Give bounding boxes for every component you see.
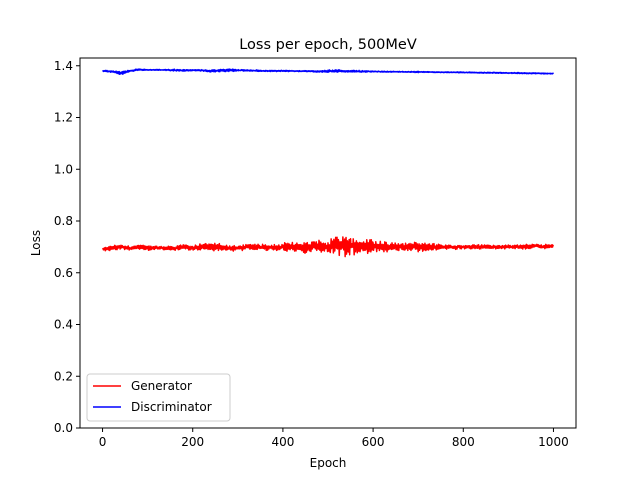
x-axis-label: Epoch bbox=[310, 456, 347, 470]
y-tick-label: 0.4 bbox=[54, 318, 73, 332]
x-tick-label: 800 bbox=[452, 435, 475, 449]
y-tick-label: 1.0 bbox=[54, 162, 73, 176]
series-line-discriminator bbox=[102, 68, 555, 75]
y-tick-label: 0.0 bbox=[54, 421, 73, 435]
x-tick-label: 0 bbox=[99, 435, 107, 449]
plot-area bbox=[101, 68, 555, 258]
y-tick-label: 1.4 bbox=[54, 59, 73, 73]
x-tick-label: 400 bbox=[271, 435, 294, 449]
series-line-generator bbox=[101, 236, 555, 258]
legend-label-generator: Generator bbox=[131, 379, 192, 393]
y-tick-label: 0.6 bbox=[54, 266, 73, 280]
x-axis-ticks: 0 200 400 600 800 1000 bbox=[99, 428, 569, 449]
legend-label-discriminator: Discriminator bbox=[131, 400, 212, 414]
y-tick-label: 0.8 bbox=[54, 214, 73, 228]
legend-box bbox=[86, 373, 231, 422]
axes-frame bbox=[79, 57, 577, 429]
y-axis-label: Loss bbox=[29, 230, 43, 256]
y-tick-label: 0.2 bbox=[54, 369, 73, 383]
y-tick-label: 1.2 bbox=[54, 111, 73, 125]
legend: Generator Discriminator bbox=[86, 373, 231, 422]
y-axis-ticks: 0.0 0.2 0.4 0.6 0.8 1.0 1.2 1.4 bbox=[54, 59, 80, 435]
x-tick-label: 600 bbox=[362, 435, 385, 449]
x-tick-label: 200 bbox=[181, 435, 204, 449]
x-tick-label: 1000 bbox=[538, 435, 569, 449]
chart-title: Loss per epoch, 500MeV bbox=[239, 37, 417, 53]
